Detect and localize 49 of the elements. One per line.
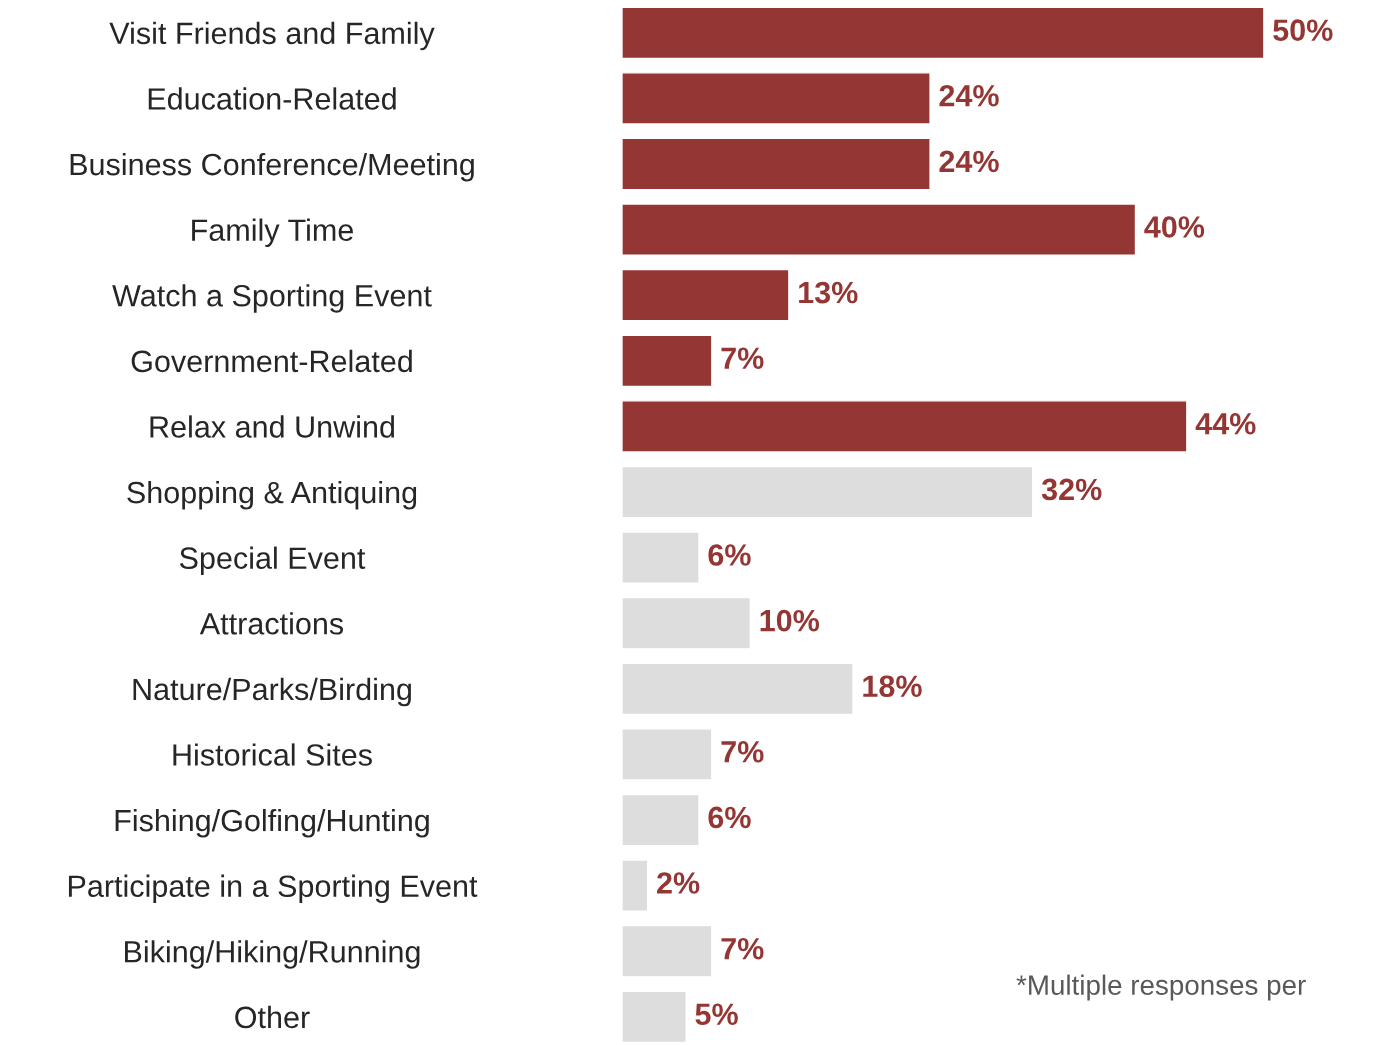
y-tick-label: Special Event <box>179 546 366 576</box>
bar <box>621 531 700 584</box>
data-label: 32% <box>1041 478 1102 501</box>
y-tick-label: Historical Sites <box>173 743 372 766</box>
data-label: 44% <box>1195 413 1256 435</box>
y-tick-label: Participate in a Sporting Event <box>68 874 478 904</box>
bar <box>621 400 1188 453</box>
data-label: 24% <box>939 150 999 173</box>
data-label: 10% <box>760 609 820 632</box>
y-tick-label: Education-Related <box>148 87 396 110</box>
bar <box>621 859 649 912</box>
bar <box>621 990 687 1044</box>
bar <box>621 203 1137 256</box>
bar <box>621 137 931 191</box>
y-tick-label: Visit Friends and Family <box>109 21 435 51</box>
data-label: 50% <box>1273 19 1333 41</box>
y-tick-label: Government-Related <box>131 349 412 373</box>
bar <box>621 596 752 650</box>
data-label: 7% <box>721 741 764 763</box>
y-tick-label: Relax and Unwind <box>150 415 394 438</box>
data-label: 2% <box>657 872 700 894</box>
bar <box>621 924 713 978</box>
y-tick-label: Business Conference/Meeting <box>70 152 474 182</box>
y-tick-label: Attractions <box>199 612 344 635</box>
bar <box>621 334 713 388</box>
bar <box>621 793 700 847</box>
data-label: 40% <box>1144 216 1205 238</box>
data-label: 18% <box>863 675 922 698</box>
y-tick-label: Family Time <box>192 218 353 248</box>
bar <box>621 465 1034 519</box>
data-label: 7% <box>721 937 764 960</box>
bar <box>621 662 854 716</box>
bar <box>621 728 713 781</box>
bar <box>621 268 790 322</box>
data-label: 6% <box>708 806 751 829</box>
bar <box>621 72 931 125</box>
y-tick-label: Biking/Hiking/Running <box>125 940 420 969</box>
bar <box>621 6 1265 60</box>
annotation: *Multiple responses per <box>1016 974 1306 1001</box>
data-label: 13% <box>799 281 858 304</box>
data-label: 7% <box>721 347 764 369</box>
data-label: 24% <box>939 84 999 107</box>
y-tick-label: Other <box>235 1005 310 1029</box>
data-label: 5% <box>695 1003 738 1026</box>
y-tick-label: Watch a Sporting Event <box>112 284 432 313</box>
data-label: 6% <box>708 544 751 566</box>
y-tick-label: Nature/Parks/Birding <box>133 677 411 707</box>
y-tick-label: Shopping & Antiquing <box>127 480 417 510</box>
y-tick-label: Fishing/Golfing/Hunting <box>115 808 429 838</box>
